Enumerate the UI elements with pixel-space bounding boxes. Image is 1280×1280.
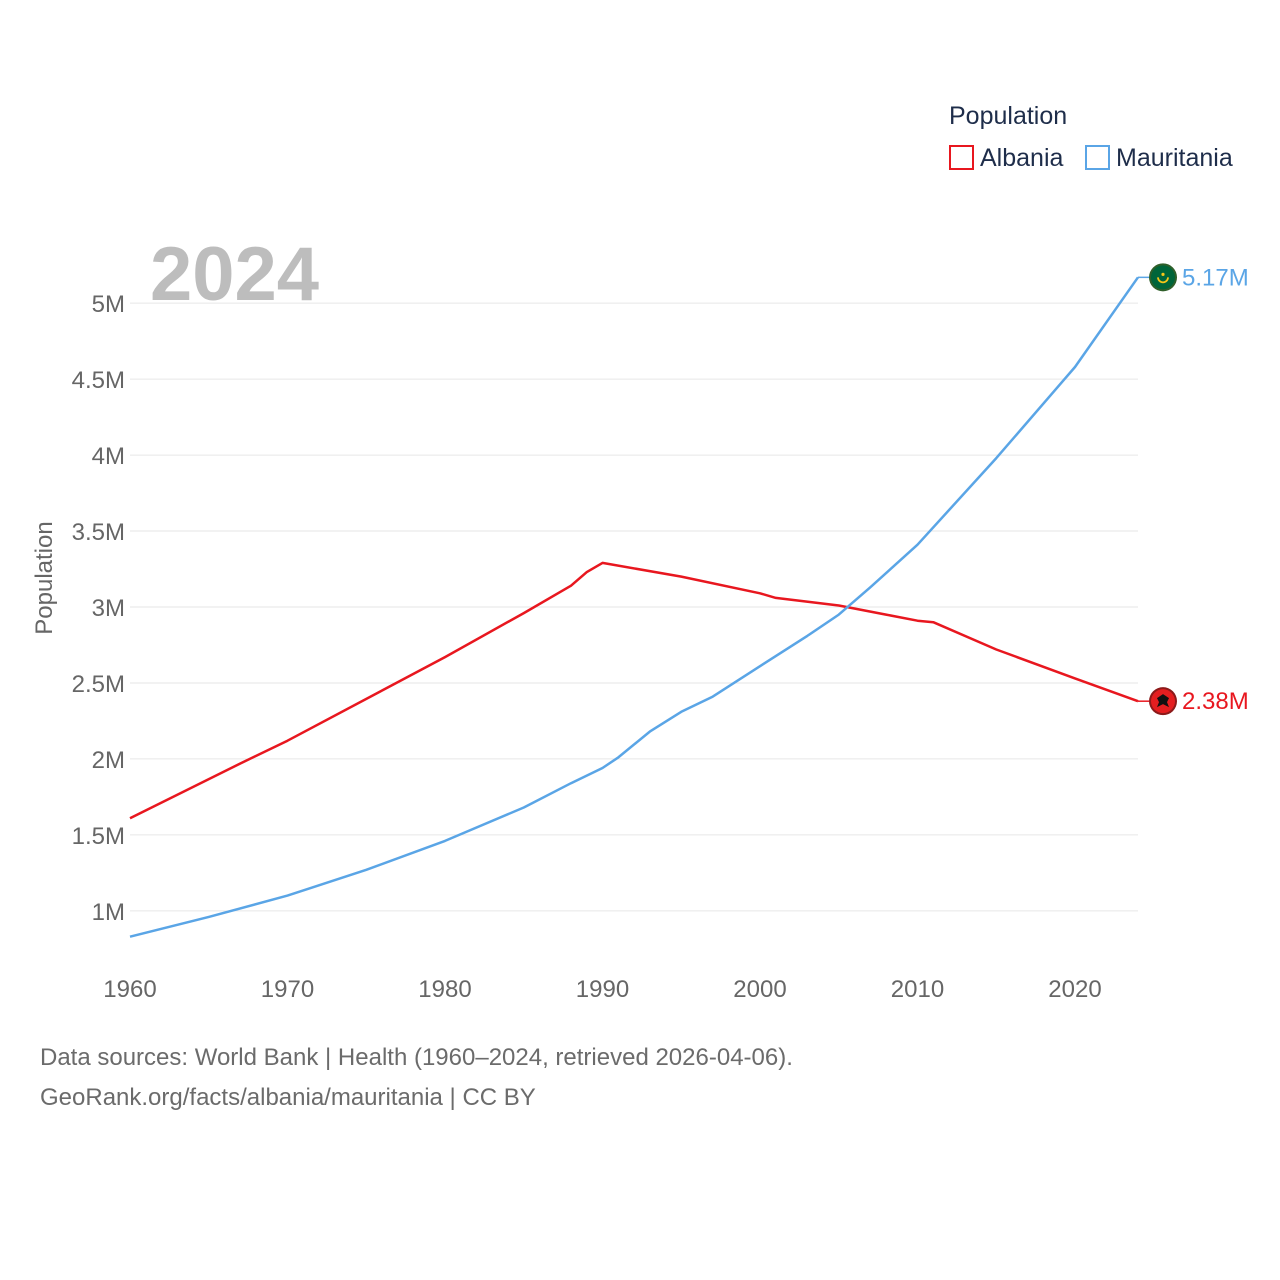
legend-title: Population xyxy=(949,102,1067,130)
y-tick-label: 1M xyxy=(92,899,125,926)
x-tick-label: 1960 xyxy=(103,976,156,1003)
series-line-mauritania[interactable] xyxy=(129,276,1140,938)
x-tick-label: 1980 xyxy=(418,976,471,1003)
gridlines xyxy=(130,302,1138,912)
y-tick-label: 1.5M xyxy=(72,823,125,850)
y-tick-label: 4.5M xyxy=(72,367,125,394)
y-tick-label: 3M xyxy=(92,595,125,622)
legend-label-albania: Albania xyxy=(980,144,1063,172)
end-value-label-mauritania: 5.17M xyxy=(1182,264,1249,291)
legend-swatch-mauritania xyxy=(1085,145,1110,170)
data-source-note: Data sources: World Bank | Health (1960–… xyxy=(40,1044,793,1071)
year-label: 2024 xyxy=(150,232,319,317)
mauritania-flag-icon xyxy=(1149,263,1177,292)
legend-item-albania[interactable]: Albania xyxy=(949,144,1063,172)
attribution-link[interactable]: GeoRank.org/facts/albania/mauritania | C… xyxy=(40,1084,536,1111)
y-tick-label: 4M xyxy=(92,443,125,470)
legend-swatch-albania xyxy=(949,145,974,170)
series-line-albania[interactable] xyxy=(129,561,1139,820)
x-tick-label: 1970 xyxy=(261,976,314,1003)
albania-flag-icon xyxy=(1149,687,1177,716)
legend-label-mauritania: Mauritania xyxy=(1116,144,1233,172)
y-axis-ticks: 1M 1.5M 2M 2.5M 3M 3.5M 4M 4.5M 5M xyxy=(72,291,125,926)
end-value-label-albania: 2.38M xyxy=(1182,688,1249,715)
y-tick-label: 2.5M xyxy=(72,671,125,698)
legend: Population Albania Mauritania xyxy=(949,102,1233,172)
legend-item-mauritania[interactable]: Mauritania xyxy=(1085,144,1233,172)
series-lines xyxy=(129,276,1140,938)
y-tick-label: 3.5M xyxy=(72,519,125,546)
x-tick-label: 2020 xyxy=(1048,976,1101,1003)
x-tick-label: 1990 xyxy=(576,976,629,1003)
x-tick-label: 2000 xyxy=(733,976,786,1003)
x-axis-ticks: 1960 1970 1980 1990 2000 2010 2020 xyxy=(103,976,1101,1003)
series-end-markers: 2.38M 5.17M xyxy=(1138,263,1249,716)
x-tick-label: 2010 xyxy=(891,976,944,1003)
y-tick-label: 5M xyxy=(92,291,125,318)
y-axis-title: Population xyxy=(31,521,58,634)
y-tick-label: 2M xyxy=(92,747,125,774)
